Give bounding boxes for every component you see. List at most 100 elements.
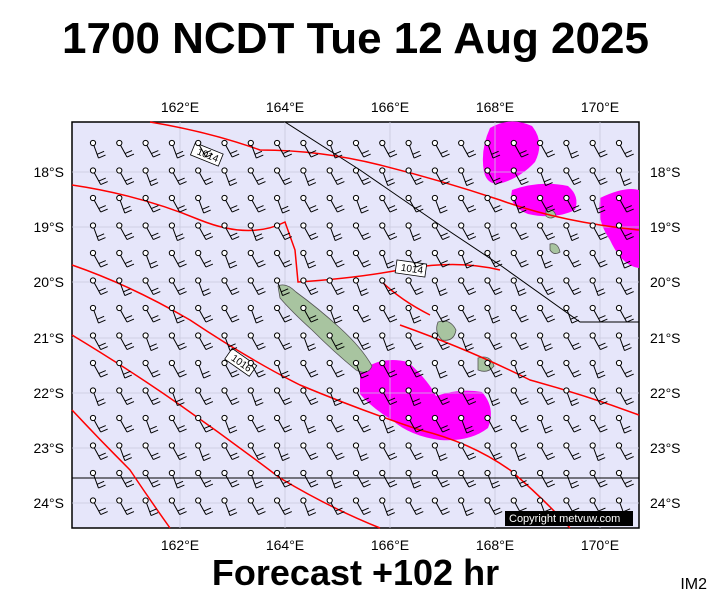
wind-barb bbox=[563, 304, 580, 324]
wind-barb bbox=[168, 332, 187, 351]
wind-barb bbox=[458, 249, 474, 269]
wind-barb bbox=[510, 167, 529, 186]
wind-barb bbox=[221, 414, 238, 434]
lon-tick-168-top: 168°E bbox=[476, 99, 514, 115]
wind-barb bbox=[142, 469, 161, 488]
island-lifou bbox=[436, 320, 457, 341]
wind-barb bbox=[221, 277, 240, 296]
wind-barb bbox=[195, 167, 214, 186]
isobar-4 bbox=[71, 334, 381, 529]
wind-barb bbox=[352, 497, 371, 516]
wind-barb bbox=[458, 332, 474, 351]
wind-barb bbox=[89, 359, 108, 378]
wind-barb bbox=[195, 222, 214, 241]
wind-barb bbox=[431, 167, 450, 186]
wind-barb bbox=[247, 497, 266, 516]
wind-barb bbox=[89, 249, 108, 268]
wind-barb bbox=[247, 249, 266, 268]
wind-barb bbox=[563, 194, 582, 213]
wind-barb bbox=[405, 222, 422, 241]
lat-tick-22-left: 22°S bbox=[33, 385, 64, 401]
lat-tick-23-left: 23°S bbox=[33, 440, 64, 456]
wind-barb bbox=[168, 497, 187, 516]
wind-barb bbox=[326, 359, 345, 378]
wind-barb bbox=[510, 387, 529, 406]
wind-barb bbox=[484, 222, 501, 241]
wind-barb bbox=[142, 442, 161, 461]
wind-barb bbox=[326, 469, 343, 489]
wind-barb bbox=[300, 442, 319, 461]
wind-barb bbox=[221, 139, 240, 158]
isobar-2 bbox=[71, 184, 501, 283]
wind-barb bbox=[116, 222, 135, 241]
wind-barb bbox=[247, 139, 264, 159]
wind-barb bbox=[352, 469, 371, 488]
wind-barb bbox=[274, 387, 292, 406]
wind-barb bbox=[431, 139, 450, 158]
wind-barb bbox=[484, 442, 503, 461]
wind-barb bbox=[89, 139, 106, 159]
wind-barb bbox=[589, 222, 608, 241]
wind-barb bbox=[589, 332, 608, 351]
wind-barb bbox=[563, 387, 580, 406]
lon-ticks-bottom: 162°E 164°E 166°E 168°E 170°E bbox=[161, 537, 619, 553]
wind-barb bbox=[589, 304, 608, 323]
wind-barb bbox=[221, 304, 240, 323]
wind-barb bbox=[431, 442, 448, 461]
wind-barb bbox=[589, 277, 606, 296]
wind-barb bbox=[116, 442, 132, 461]
wind-barb bbox=[431, 332, 450, 351]
wind-barb bbox=[589, 194, 606, 214]
wind-barb bbox=[352, 277, 369, 296]
wind-barb bbox=[563, 359, 582, 378]
wind-barb bbox=[89, 167, 108, 186]
wind-barb bbox=[247, 469, 264, 489]
wind-barb bbox=[195, 249, 214, 268]
wind-barbs bbox=[89, 139, 634, 516]
wind-barb bbox=[537, 167, 553, 186]
wind-barb bbox=[195, 469, 214, 488]
lat-tick-20-left: 20°S bbox=[33, 274, 64, 290]
wind-barb bbox=[142, 332, 159, 351]
wind-barb bbox=[89, 332, 108, 351]
wind-barb bbox=[458, 194, 477, 213]
wind-barb bbox=[195, 497, 214, 516]
wind-barb bbox=[168, 414, 187, 433]
wind-barb bbox=[484, 167, 503, 186]
wind-barb bbox=[405, 249, 424, 268]
wind-barb bbox=[510, 139, 529, 158]
wind-barb bbox=[537, 304, 555, 323]
lon-tick-170-top: 170°E bbox=[581, 99, 619, 115]
lat-tick-19-right: 19°S bbox=[650, 219, 681, 235]
wind-barb bbox=[247, 442, 266, 461]
wind-barb bbox=[300, 497, 317, 516]
wind-barb bbox=[563, 277, 582, 296]
wind-barb bbox=[431, 497, 450, 516]
wind-barb bbox=[195, 442, 211, 461]
wind-barb bbox=[405, 139, 422, 159]
wind-barb bbox=[274, 359, 290, 379]
wind-barb bbox=[247, 304, 264, 324]
wind-barb bbox=[168, 222, 185, 241]
wind-barb bbox=[195, 139, 214, 158]
wind-barb bbox=[116, 387, 135, 406]
wind-barb bbox=[300, 359, 319, 378]
lat-tick-18-right: 18°S bbox=[650, 164, 681, 180]
wind-barb bbox=[195, 387, 214, 406]
wind-barb bbox=[458, 497, 474, 516]
wind-barb bbox=[326, 139, 343, 159]
wind-barb bbox=[458, 359, 477, 378]
wind-barb bbox=[221, 469, 240, 488]
wind-barb bbox=[274, 469, 292, 488]
wind-barb bbox=[89, 469, 106, 489]
wind-barb bbox=[352, 442, 369, 461]
wind-barb bbox=[352, 332, 371, 351]
wind-barb bbox=[379, 304, 398, 323]
lon-tick-164-top: 164°E bbox=[266, 99, 304, 115]
wind-barb bbox=[484, 249, 503, 268]
wind-barb bbox=[563, 442, 582, 461]
wind-barb bbox=[326, 222, 343, 241]
wind-barb bbox=[142, 277, 161, 296]
lat-tick-21-left: 21°S bbox=[33, 330, 64, 346]
wind-barb bbox=[352, 387, 371, 406]
